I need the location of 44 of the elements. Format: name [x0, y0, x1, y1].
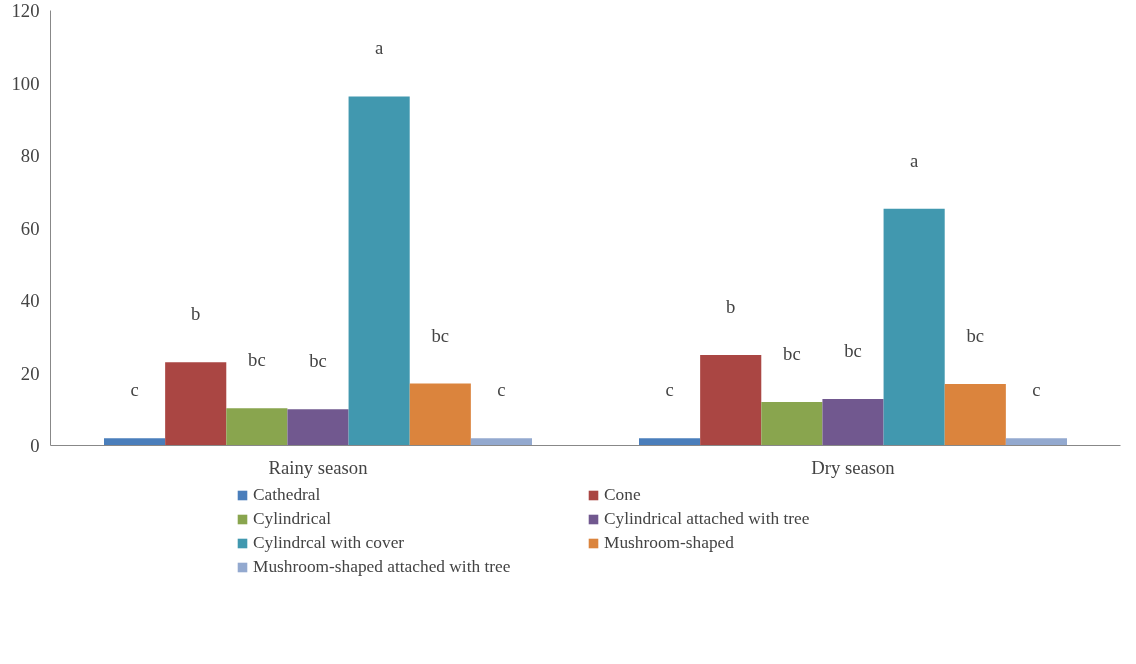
bar	[822, 399, 884, 446]
annotation: bc	[248, 349, 266, 371]
annotation: c	[1032, 379, 1041, 401]
y-tick-label: 20	[20, 362, 40, 384]
annotation: bc	[844, 340, 862, 362]
y-tick-label: 100	[11, 72, 40, 94]
bar	[700, 354, 762, 446]
annotation: a	[910, 149, 919, 171]
legend-label: Cylindrical attached with tree	[604, 509, 811, 529]
annotation: bc	[431, 324, 450, 346]
annotation: bc	[783, 343, 801, 364]
y-tick-label: 0	[30, 435, 40, 456]
annotation: b	[726, 295, 736, 317]
bar	[409, 383, 471, 446]
y-tick-label: 80	[20, 145, 40, 166]
legend-label: Cylindrical	[253, 509, 332, 529]
bar	[348, 96, 410, 446]
annotation: bc	[309, 350, 327, 372]
bar	[639, 438, 701, 446]
legend-label: Cathedral	[253, 485, 322, 505]
annotation: c	[665, 379, 674, 401]
bar	[287, 409, 349, 446]
bar	[470, 438, 532, 446]
bar	[165, 362, 227, 446]
legend-label: Cone	[604, 485, 642, 505]
annotation: bc	[966, 324, 985, 346]
bar	[883, 208, 945, 446]
annotation: a	[375, 37, 384, 59]
legend-label: Mushroom-shaped	[604, 533, 735, 553]
bar	[104, 438, 166, 446]
x-tick-label: Rainy season	[268, 456, 369, 478]
bar	[944, 383, 1006, 446]
annotation: b	[191, 303, 201, 325]
annotation: c	[497, 379, 506, 401]
bar	[1005, 438, 1067, 446]
x-tick-label: Dry season	[811, 456, 896, 478]
y-tick-label: 120	[11, 0, 40, 21]
legend-label: Mushroom-shaped attached with tree	[253, 557, 512, 577]
bar	[761, 402, 823, 446]
y-tick-label: 40	[20, 290, 40, 311]
annotation: c	[130, 379, 139, 401]
legend-label: Cylindrcal with cover	[253, 533, 406, 553]
y-tick-label: 60	[20, 217, 40, 239]
bar	[226, 408, 288, 446]
